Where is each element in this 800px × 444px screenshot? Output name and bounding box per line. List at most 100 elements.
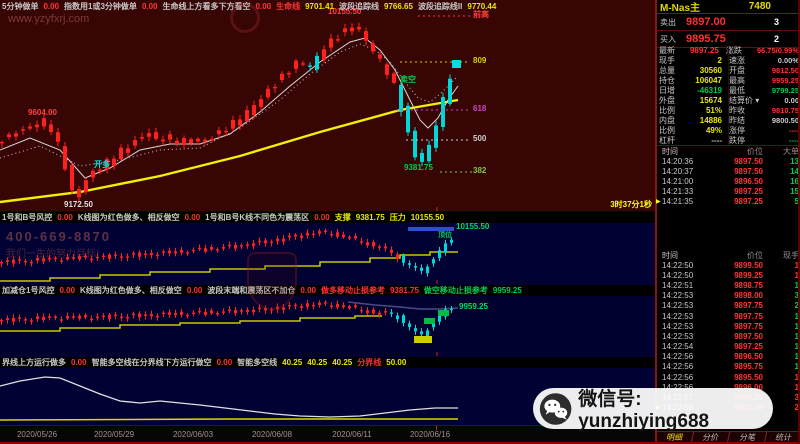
panel-bg-2: [0, 211, 655, 284]
candle-body: [48, 316, 51, 318]
candle-body: [318, 231, 321, 234]
cell-price: 9897.75: [734, 321, 763, 331]
indicator-label: 智能多空线: [237, 358, 278, 367]
candle-body: [72, 316, 75, 318]
candle-body: [224, 130, 228, 133]
candle-body: [42, 258, 45, 262]
indicator-value: 9766.65: [384, 2, 413, 11]
candle-body: [120, 316, 123, 319]
cell-time: 14:20:36: [662, 156, 694, 166]
panel-4: [0, 376, 458, 421]
candle-body: [60, 260, 63, 262]
quote-field-label: 昨收: [729, 105, 745, 115]
indicator-value: 做空移动止损参考: [423, 286, 488, 295]
indicator-value: 0.00: [184, 213, 201, 222]
indicator-value: 做多移动止损参考: [320, 286, 385, 295]
candle-body: [60, 319, 63, 321]
bid-qty: 2: [773, 34, 779, 44]
cell-price: 9895.75: [734, 362, 763, 372]
session-countdown: 3时37分1秒: [610, 200, 652, 209]
indicator-label: 波段末端和震荡区不加仓: [207, 286, 296, 295]
candle-body: [150, 313, 153, 317]
candle-body: [174, 313, 177, 316]
cell-time: 14:22:53: [662, 301, 694, 311]
candle-body: [280, 73, 284, 81]
candle-body: [174, 251, 177, 254]
indicator-value: 0.00: [216, 358, 233, 367]
candle-body: [192, 312, 195, 315]
candle-body: [301, 63, 305, 65]
cell-qty: 14: [790, 166, 799, 176]
candle-body: [252, 243, 255, 247]
candle-body: [360, 309, 363, 312]
candle-body: [245, 110, 249, 122]
big-order-row: 14:21:33 9897.25 15: [657, 187, 800, 197]
ask-row[interactable]: 卖出 9897.00 3: [657, 14, 800, 31]
candle-body: [330, 234, 333, 236]
x-axis-date: 2020/06/03: [172, 430, 214, 439]
candle-body: [385, 64, 389, 75]
panel-bg-1: [0, 0, 655, 211]
indicator-label: 1号和B号K线不同色为震荡区: [205, 213, 310, 222]
indicator-value: 0.00: [43, 2, 60, 11]
candle-body: [84, 315, 87, 318]
candle-body: [414, 328, 417, 332]
col-time-header: 时间: [662, 146, 678, 156]
cell-qty: 1: [794, 372, 799, 382]
candle-body: [0, 142, 4, 144]
quote-field-value: 0.00%: [777, 55, 799, 65]
cell-time: 14:22:53: [662, 291, 694, 301]
candle-body: [366, 310, 369, 314]
candle-body: [126, 256, 129, 258]
quote-field-value: 9897.25: [689, 45, 719, 55]
candle-body: [161, 139, 165, 142]
quote-field-label: 开盘: [729, 65, 745, 75]
candle-body: [189, 139, 193, 144]
indicator-value: 9770.44: [467, 2, 497, 11]
candle-body: [0, 262, 3, 264]
candle-body: [108, 254, 111, 259]
candle-body: [378, 246, 381, 248]
candle-body: [168, 312, 171, 315]
candle-body: [300, 235, 303, 238]
candle-body: [324, 230, 327, 232]
candle-body: [150, 252, 153, 256]
candle-body: [264, 240, 267, 244]
quote-field-label: 持仓: [659, 75, 675, 85]
cell-price: 9897.50: [734, 331, 763, 341]
candle-body: [312, 305, 315, 307]
indicator-value: 压力: [389, 213, 406, 222]
cell-qty: 1: [794, 382, 799, 392]
candle-body: [216, 249, 219, 251]
candles: [0, 299, 453, 340]
candle-body: [392, 73, 396, 83]
cell-time: 14:21:00: [662, 176, 694, 186]
candle-body: [147, 133, 151, 137]
candle-body: [360, 241, 363, 243]
candle-body: [126, 316, 129, 319]
candle-body: [276, 306, 279, 310]
candle-body: [198, 311, 201, 313]
col-price-header: 价位: [747, 146, 763, 156]
indicator-header-panel2: 1号和B号风控 0.00 K线图为红色做多、相反做空 0.00 1号和B号K线不同色为震…: [0, 212, 657, 223]
tick-row: 14:22:51 9898.75 1: [657, 280, 800, 290]
indicator-label: K线图为红色做多、相反做空: [77, 213, 180, 222]
candle-body: [30, 261, 33, 264]
quote-field-label: 昨结: [729, 115, 745, 125]
window-bottom-border: [0, 442, 800, 444]
indicator-header-panel3: 加减仓1号风控 0.00 K线图为红色做多、相反做空 0.00 波段末端和震荡区不加仓 0…: [0, 285, 657, 296]
indicator-label: K线图为红色做多、相反做空: [80, 286, 182, 295]
candle-body: [322, 49, 326, 60]
candle-body: [222, 247, 225, 249]
candle-body: [114, 254, 117, 256]
candle-body: [156, 254, 159, 256]
candle-body: [378, 54, 382, 59]
kline-chart-area[interactable]: 10155.50 9604.00 9172.50 开多 卖空 9381.75 前高 809 61…: [0, 0, 657, 444]
chart-marker: [414, 336, 432, 343]
quote-grid-row: 现手 2 速涨 0.00%: [657, 55, 800, 65]
candle-body: [240, 310, 243, 312]
quote-panel: M-Nas主 7480 卖出 9897.00 3 买入 9895.75 2 最新…: [655, 0, 800, 444]
window-right-border: [798, 0, 800, 444]
candle-body: [258, 307, 261, 310]
quote-field-label: 最高: [729, 75, 745, 85]
